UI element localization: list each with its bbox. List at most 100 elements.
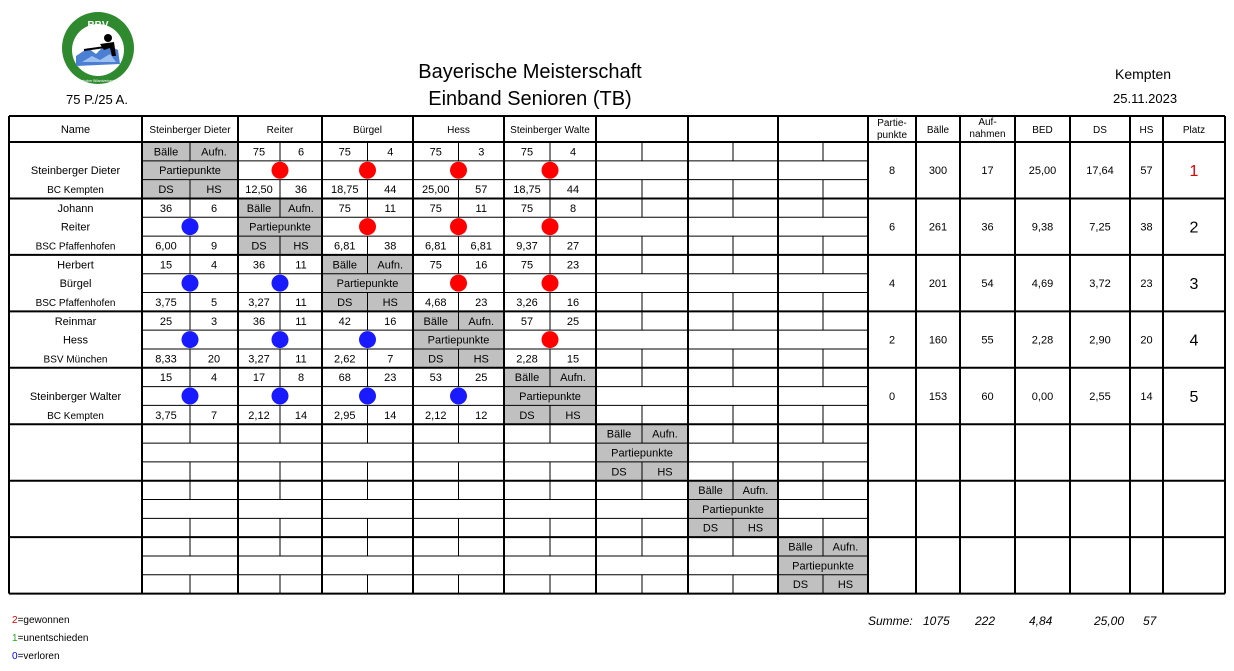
self-baelle-label: Bälle: [698, 485, 722, 497]
column-header-name: Name: [61, 124, 90, 136]
match-baelle: 15: [160, 372, 172, 384]
loss-dot: [181, 274, 199, 292]
match-hs: 5: [211, 297, 217, 309]
match-baelle: 75: [521, 146, 533, 158]
stat-bed: 0,00: [1032, 391, 1053, 403]
match-ds: 18,75: [331, 184, 359, 196]
self-hs-label: HS: [474, 353, 489, 365]
loss-dot: [181, 331, 199, 349]
match-aufnahmen: 4: [211, 372, 217, 384]
self-hs-label: HS: [565, 410, 580, 422]
match-baelle: 75: [339, 146, 351, 158]
win-dot: [450, 161, 467, 179]
match-hs: 15: [567, 353, 579, 365]
match-baelle: 42: [339, 316, 351, 328]
player-club: BC Kempten: [47, 185, 104, 196]
legend-draw: 1=unentschieden: [12, 633, 89, 644]
match-aufnahmen: 11: [295, 259, 306, 271]
self-ds-label: DS: [611, 466, 626, 478]
column-header-opponent: Steinberger Walte: [510, 125, 590, 136]
svg-text:BBV: BBV: [87, 20, 108, 31]
self-partiepunkte-label: Partiepunkte: [792, 560, 854, 572]
stat-aufnahmen: 17: [981, 165, 993, 177]
match-baelle: 57: [521, 316, 533, 328]
stat-ds: 17,64: [1086, 165, 1114, 177]
stat-baelle: 160: [929, 335, 947, 347]
match-ds: 2,12: [425, 410, 446, 422]
self-ds-label: DS: [703, 523, 718, 535]
match-hs: 11: [295, 353, 306, 365]
match-baelle: 25: [160, 316, 172, 328]
match-hs: 9: [211, 240, 217, 252]
match-hs: 12: [475, 410, 487, 422]
win-dot: [359, 161, 376, 179]
player-name: Reinmar: [55, 316, 97, 328]
match-hs: 7: [387, 353, 393, 365]
loss-dot: [181, 218, 199, 236]
summe-baelle: 1075: [923, 614, 950, 628]
self-partiepunkte-label: Partiepunkte: [519, 391, 581, 403]
loss-dot: [359, 387, 376, 405]
stat-baelle: 261: [929, 222, 947, 234]
match-aufnahmen: 11: [385, 203, 396, 215]
legend-win: 2=gewonnen: [12, 615, 70, 626]
self-ds-label: DS: [337, 297, 352, 309]
self-baelle-label: Bälle: [424, 316, 448, 328]
match-baelle: 75: [430, 203, 442, 215]
match-hs: 36: [295, 184, 307, 196]
self-ds-label: DS: [519, 410, 534, 422]
match-ds: 3,27: [248, 353, 269, 365]
self-aufn-label: Aufn.: [652, 429, 678, 441]
stat-partiepunkte: 0: [889, 391, 895, 403]
summe-hs: 57: [1143, 614, 1157, 628]
match-baelle: 75: [339, 203, 351, 215]
self-hs-label: HS: [748, 523, 763, 535]
match-aufnahmen: 6: [211, 203, 217, 215]
player-name: Bürgel: [60, 278, 92, 290]
match-baelle: 36: [253, 316, 265, 328]
match-ds: 12,50: [245, 184, 273, 196]
player-name: Hess: [63, 335, 89, 347]
page-title: Bayerische Meisterschaft: [418, 61, 642, 83]
match-ds: 9,37: [516, 240, 537, 252]
match-aufnahmen: 3: [478, 146, 484, 158]
win-dot: [271, 161, 289, 179]
self-baelle-label: Bälle: [333, 259, 357, 271]
match-ds: 6,81: [334, 240, 355, 252]
stat-hs: 20: [1140, 335, 1152, 347]
match-baelle: 36: [253, 259, 265, 271]
stat-platz: 4: [1190, 333, 1199, 350]
loss-dot: [181, 387, 199, 405]
column-header-platz: Platz: [1183, 125, 1205, 136]
match-baelle: 75: [521, 259, 533, 271]
match-hs: 38: [384, 240, 396, 252]
column-header-ds: DS: [1093, 125, 1107, 136]
match-aufnahmen: 4: [387, 146, 393, 158]
column-header-partiepunkte: Partie-: [877, 118, 906, 129]
self-aufn-label: Aufn.: [201, 146, 227, 158]
match-hs: 14: [384, 410, 396, 422]
match-ds: 3,75: [155, 410, 176, 422]
self-baelle-label: Bälle: [247, 203, 271, 215]
summe-ds: 25,00: [1094, 614, 1125, 628]
player-club: BSV München: [44, 354, 108, 365]
stat-partiepunkte: 2: [889, 335, 895, 347]
match-hs: 14: [295, 410, 307, 422]
self-ds-label: DS: [428, 353, 443, 365]
self-partiepunkte-label: Partiepunkte: [611, 447, 673, 459]
match-hs: 16: [567, 297, 579, 309]
match-ds: 2,95: [334, 410, 355, 422]
player-name: Steinberger Walter: [30, 391, 122, 403]
stat-baelle: 300: [929, 165, 947, 177]
match-hs: 44: [567, 184, 579, 196]
match-baelle: 53: [430, 372, 442, 384]
column-header-partiepunkte: punkte: [877, 130, 907, 141]
win-dot: [541, 218, 559, 236]
location: Kempten: [1115, 66, 1172, 82]
stat-ds: 2,90: [1089, 335, 1110, 347]
stat-partiepunkte: 8: [889, 165, 895, 177]
self-hs-label: HS: [383, 297, 398, 309]
self-hs-label: HS: [657, 466, 672, 478]
match-hs: 44: [384, 184, 396, 196]
stat-baelle: 153: [929, 391, 947, 403]
